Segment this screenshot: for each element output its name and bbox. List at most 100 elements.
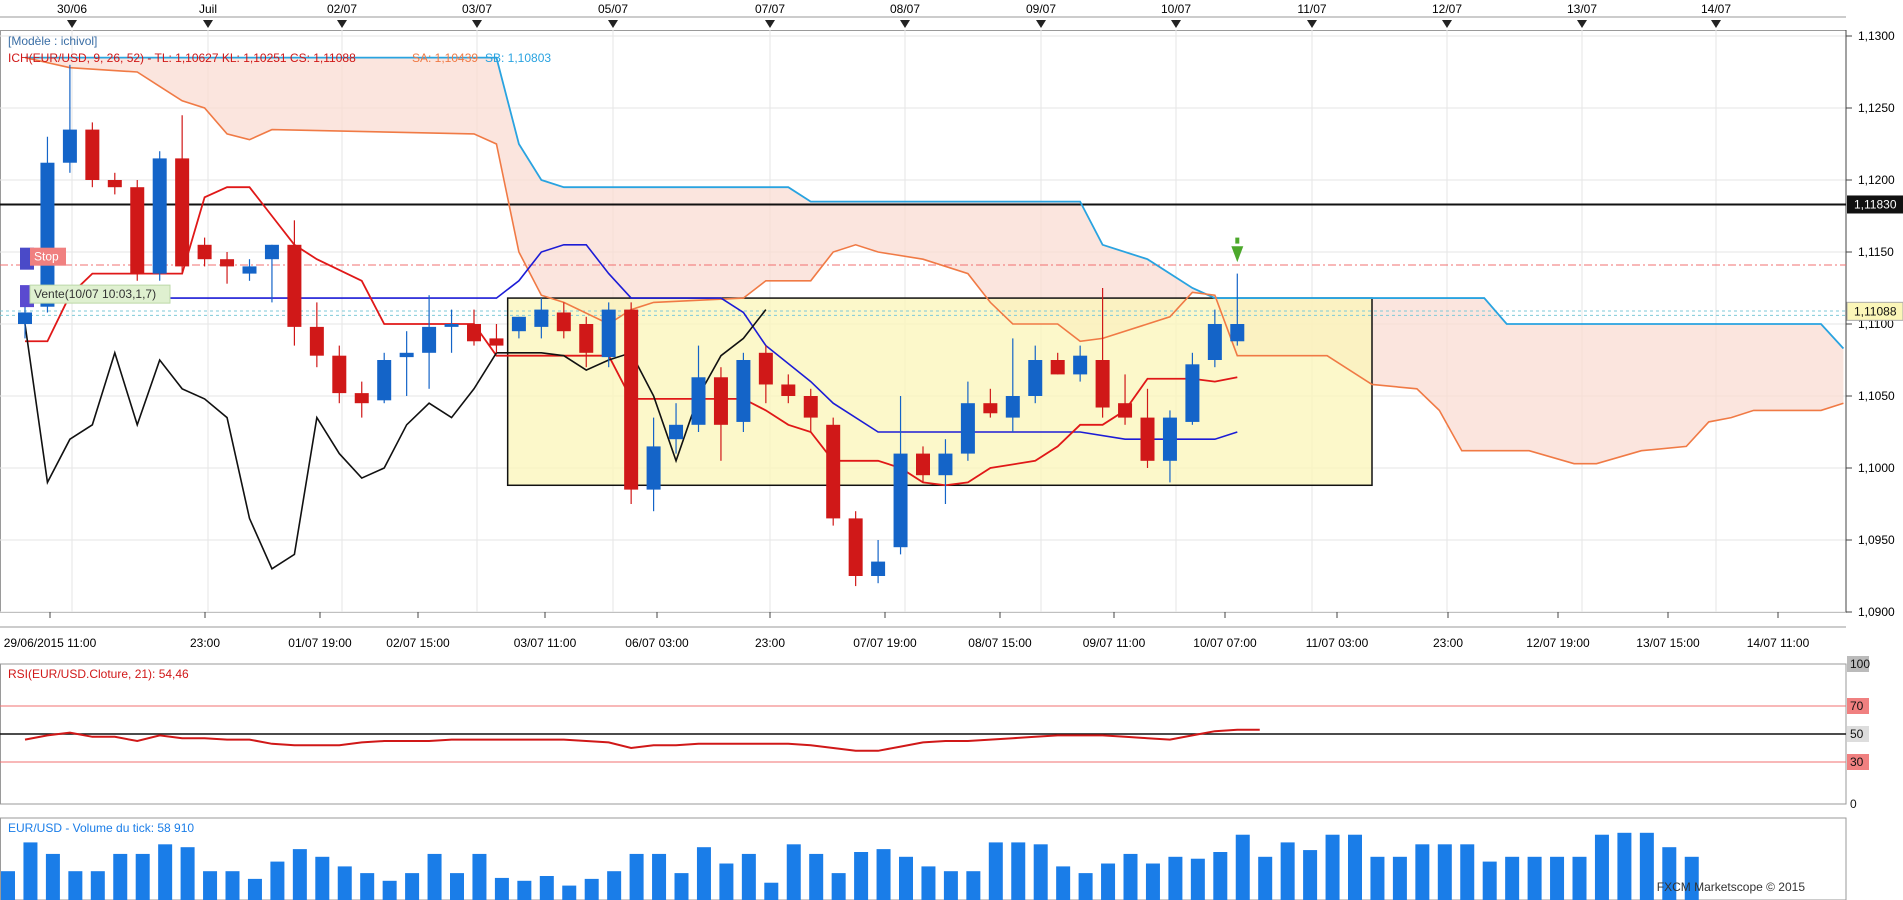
y-tick-label: 1,1050 [1858, 389, 1895, 403]
x-tick-label: 12/07 19:00 [1526, 636, 1590, 650]
y-tick-label: 1,1000 [1858, 461, 1895, 475]
x-tick-label: 08/07 15:00 [968, 636, 1032, 650]
volume-bar [23, 842, 38, 900]
kijun-sen [25, 244, 1238, 441]
volume-bar [315, 856, 330, 900]
volume-bar [1482, 861, 1497, 900]
date-marker [1171, 20, 1181, 28]
candle-bullish [736, 360, 751, 422]
candle-bullish [1028, 360, 1043, 396]
candle-bearish [758, 352, 773, 385]
top-date-label: 07/07 [755, 2, 785, 16]
volume-bar [90, 871, 105, 900]
x-tick-label: 23:00 [1433, 636, 1463, 650]
candle-bullish [1230, 324, 1245, 342]
rsi-tick-label: 100 [1850, 657, 1870, 671]
volume-bar [652, 853, 667, 900]
candle-bullish [62, 129, 77, 163]
candle-bullish [377, 360, 392, 401]
volume-bar [1572, 856, 1587, 900]
candle-bullish [938, 453, 953, 476]
candle-bearish [983, 403, 998, 414]
y-tick-label: 1,1300 [1858, 29, 1895, 43]
rsi-tick-label: 50 [1850, 727, 1864, 741]
y-tick-label: 1,1150 [1858, 245, 1894, 259]
y-tick-label: 1,1250 [1858, 101, 1895, 115]
rsi-tick-badge [1847, 754, 1869, 770]
volume-bar [1168, 856, 1183, 900]
candle-bullish [691, 377, 706, 425]
volume-bar [876, 849, 891, 900]
volume-bar [517, 880, 532, 900]
candle-bearish [467, 324, 481, 342]
volume-bar [1505, 856, 1520, 900]
volume-bar [1550, 856, 1565, 900]
volume-bar [607, 871, 622, 900]
volume-bar [741, 853, 756, 900]
volume-bar [764, 882, 779, 900]
candle-bearish [107, 180, 122, 188]
volume-bar [943, 871, 958, 900]
candle-bearish [332, 355, 347, 394]
footer-credit: FXCM Marketscope © 2015 [1656, 880, 1805, 894]
top-date-label: 05/07 [598, 2, 628, 16]
senkou-span-a [24, 56, 1844, 465]
volume-bar [1011, 842, 1026, 900]
volume-bar [1033, 844, 1048, 900]
volume-bar [1617, 832, 1632, 900]
stop-label: Stop [34, 250, 59, 264]
candle-bearish [1118, 403, 1133, 418]
volume-bar [1280, 842, 1295, 900]
sell-arrow-icon [1231, 246, 1244, 263]
candle-bearish [354, 393, 369, 404]
volume-bar [854, 852, 869, 900]
resistance-badge [1847, 195, 1903, 214]
date-marker [1307, 20, 1317, 28]
volume-bar [1527, 856, 1542, 900]
x-tick-label: 07/07 19:00 [853, 636, 917, 650]
volume-bar [966, 871, 981, 900]
sell-badge [29, 284, 171, 304]
volume-bar [562, 885, 577, 900]
rsi-tick-label: 70 [1850, 699, 1864, 713]
candle-bearish [175, 158, 190, 267]
x-tick-label: 11/07 03:00 [1306, 636, 1369, 650]
candle-bearish [130, 187, 145, 274]
candle-bullish [399, 352, 414, 358]
date-marker [900, 20, 910, 28]
date-marker [608, 20, 618, 28]
date-marker [1036, 20, 1046, 28]
y-tick-label: 1,0950 [1858, 533, 1895, 547]
volume-bar [1145, 863, 1160, 900]
volume-bar [831, 873, 846, 900]
volume-bar [1, 871, 15, 900]
volume-bar [1392, 856, 1407, 900]
candle-bearish [85, 129, 100, 180]
volume-bar [494, 877, 509, 900]
date-marker [765, 20, 775, 28]
volume-bar [292, 849, 307, 900]
candle-bearish [579, 324, 594, 353]
x-tick-label: 06/07 03:00 [625, 636, 689, 650]
volume-bar [1639, 832, 1654, 900]
x-tick-label: 03/07 11:00 [514, 636, 577, 650]
axis-background [1846, 20, 1903, 900]
tenkan-sen [25, 186, 1238, 487]
stop-badge [30, 247, 66, 266]
volume-label: EUR/USD - Volume du tick: 58 910 [8, 821, 194, 835]
ichimoku-cloud [25, 57, 1844, 464]
volume-bar [584, 878, 599, 900]
sell-label: Vente(10/07 10:03,1,7) [34, 287, 156, 301]
candle-bearish [916, 453, 930, 476]
candle-bearish [197, 244, 212, 260]
volume-bar [135, 853, 150, 900]
volume-bar [158, 844, 173, 900]
candle-bearish [1095, 360, 1110, 408]
volume-bar [1213, 852, 1228, 900]
candle-bearish [624, 309, 639, 490]
volume-bar [1370, 856, 1385, 900]
y-tick-label: 1,1200 [1858, 173, 1895, 187]
current-price-badge [1846, 301, 1903, 321]
x-tick-label: 02/07 15:00 [386, 636, 450, 650]
